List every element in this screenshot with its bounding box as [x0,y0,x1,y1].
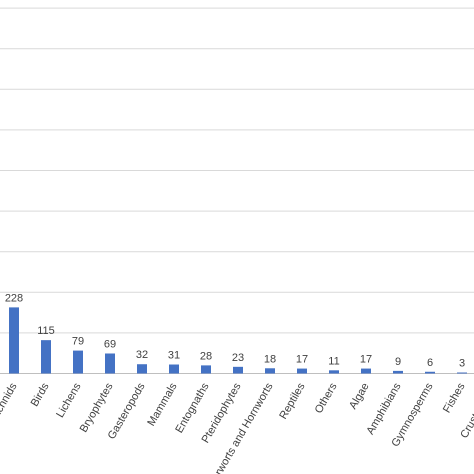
bar-pteridophytes [233,366,243,374]
data-label: 28 [200,350,212,362]
category-tick-label: Arachnids [0,381,20,430]
bar-birds [41,340,51,374]
bar-gasteropods [137,364,147,374]
data-label: 17 [296,354,308,366]
data-label: 79 [72,336,84,348]
data-label: 9 [395,356,401,368]
category-tick-label: Algae [347,381,371,411]
category-tick-label: Reptiles [277,381,308,422]
bar-gymnosperms [425,371,435,374]
data-label: 3 [459,358,465,370]
data-label: 32 [136,349,148,361]
category-tick-label: Fishes [441,381,468,415]
data-label: 31 [168,350,180,362]
bar-others [329,370,339,374]
category-tick-labels: Arachnids Birds LichensBryophytesGasteropo… [0,381,474,474]
data-label: 11 [328,355,339,367]
data-label: 228 [5,292,23,304]
bar-fishes [457,372,467,374]
bar-liverworts-and-hornworts [265,368,275,374]
category-tick-label: Birds [29,381,52,409]
bar-reptiles [297,368,307,374]
category-tick-label: Lichens [54,381,84,420]
bar-arachnids [9,307,19,374]
bar-entognaths [201,365,211,374]
data-label: 6 [427,357,433,369]
category-tick-label: Mammals [145,381,179,429]
bar-mammals [169,364,179,374]
bar-bryophytes [105,353,115,374]
gridlines [0,7,474,374]
category-tick-label: Others [313,381,340,416]
bar-lichens [73,350,83,374]
data-label: 115 [37,325,55,337]
bar-algae [361,368,371,374]
data-label: 17 [360,354,372,366]
bars [9,307,467,374]
data-label: 69 [104,338,116,350]
data-label: 18 [264,353,276,365]
data-label: 23 [232,352,244,364]
bar-amphibians [393,370,403,374]
data-labels: 228 115 79 69 32 31 28 23 18 17 11 17 9 6 3 [5,292,465,369]
